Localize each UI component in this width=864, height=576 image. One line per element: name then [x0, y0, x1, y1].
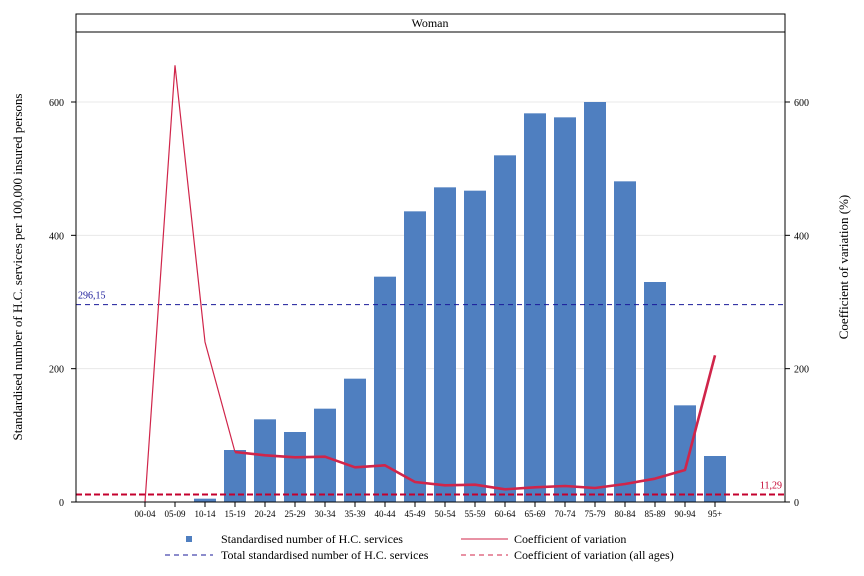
- x-tick-label: 45-49: [405, 509, 426, 519]
- bar: [704, 456, 726, 502]
- x-tick-label: 70-74: [555, 509, 576, 519]
- x-tick-label: 80-84: [615, 509, 636, 519]
- legend-bar-swatch: [186, 536, 192, 542]
- bar: [554, 117, 576, 502]
- y-tick-label-right: 0: [794, 498, 799, 509]
- y-tick-label-left: 400: [49, 231, 64, 242]
- left-axis-title: Standardised number of H.C. services per…: [10, 94, 25, 441]
- bar: [404, 211, 426, 503]
- x-tick-label: 55-59: [465, 509, 486, 519]
- legend-line-label: Coefficient of variation: [514, 532, 626, 546]
- right-axis-ticks: 0 200 400 600: [785, 98, 809, 509]
- bar: [494, 155, 516, 503]
- y-tick-label-right: 400: [794, 231, 809, 242]
- x-tick-label: 20-24: [255, 509, 276, 519]
- y-tick-label-right: 200: [794, 365, 809, 376]
- bar: [644, 282, 666, 502]
- y-tick-label-left: 600: [49, 98, 64, 109]
- x-tick-label: 15-19: [225, 509, 246, 519]
- legend: Standardised number of H.C. services Coe…: [165, 532, 674, 562]
- x-tick-label: 35-39: [345, 509, 366, 519]
- bar: [254, 419, 276, 502]
- x-tick-label: 30-34: [315, 509, 336, 519]
- bar: [224, 450, 246, 502]
- bar: [284, 432, 306, 502]
- cv-reference-label: 11,29: [760, 480, 782, 491]
- y-tick-label-right: 600: [794, 98, 809, 109]
- x-tick-label: 25-29: [285, 509, 306, 519]
- x-tick-label: 50-54: [435, 509, 456, 519]
- line-series: [144, 65, 717, 503]
- x-tick-label: 05-09: [165, 509, 186, 519]
- bar: [374, 276, 396, 502]
- x-tick-label: 75-79: [585, 509, 606, 519]
- x-tick-label: 85-89: [645, 509, 666, 519]
- panel-label: Woman: [411, 16, 448, 30]
- bars: [194, 102, 726, 503]
- legend-cv-ref-label: Coefficient of variation (all ages): [514, 548, 674, 562]
- y-tick-label-left: 200: [49, 365, 64, 376]
- bar: [524, 113, 546, 502]
- gridlines: [76, 101, 785, 370]
- legend-bar-label: Standardised number of H.C. services: [221, 532, 403, 546]
- cv-line-thin: [144, 65, 236, 503]
- x-tick-label: 00-04: [135, 509, 156, 519]
- x-tick-label: 95+: [708, 509, 722, 519]
- x-tick-label: 60-64: [495, 509, 516, 519]
- cv-line: [234, 355, 717, 491]
- bar: [464, 190, 486, 502]
- x-axis-ticks: 00-04 05-09 10-14 15-19 20-24 25-29 30-34 35-39…: [135, 502, 722, 519]
- right-axis-title: Coefficient of variation (%): [836, 195, 851, 340]
- y-tick-label-left: 0: [59, 498, 64, 509]
- bar: [314, 408, 336, 502]
- plot-frame: [75, 31, 786, 503]
- x-tick-label: 10-14: [195, 509, 216, 519]
- bar: [344, 378, 366, 502]
- x-tick-label: 65-69: [525, 509, 546, 519]
- legend-total-ref-label: Total standardised number of H.C. servic…: [221, 548, 429, 562]
- bar: [584, 102, 606, 502]
- bar: [194, 498, 216, 502]
- total-reference-label: 296,15: [78, 291, 106, 302]
- bar: [434, 187, 456, 503]
- x-tick-label: 40-44: [375, 509, 396, 519]
- bar: [674, 405, 696, 502]
- bar: [614, 181, 636, 503]
- reference-lines: 296,15 11,29: [76, 291, 785, 496]
- x-tick-label: 90-94: [675, 509, 696, 519]
- left-axis-ticks: 0 200 400 600: [49, 98, 76, 509]
